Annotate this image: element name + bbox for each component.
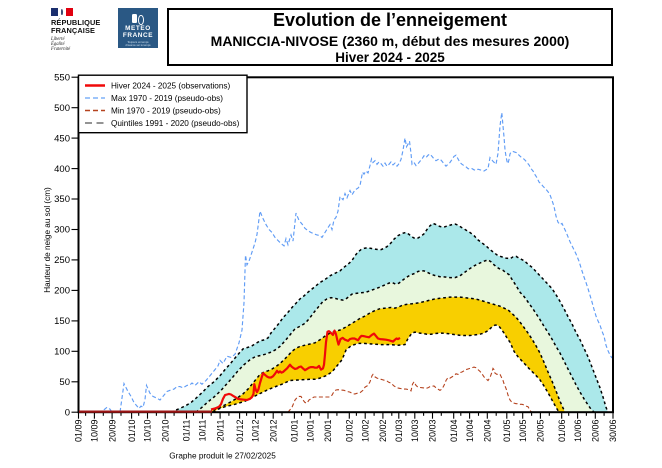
svg-text:10/04: 10/04 [465,420,475,443]
svg-text:10/03: 10/03 [410,420,420,443]
svg-text:200: 200 [54,286,70,297]
svg-text:01/01: 01/01 [290,420,300,443]
svg-text:01/12: 01/12 [235,420,245,443]
svg-text:01/05: 01/05 [502,420,512,443]
svg-text:20/12: 20/12 [268,420,278,443]
svg-text:10/11: 10/11 [198,420,208,442]
svg-text:20/06: 20/06 [591,420,601,443]
svg-text:10/06: 10/06 [573,420,583,443]
svg-text:450: 450 [54,133,70,144]
svg-text:550: 550 [54,72,70,83]
svg-text:50: 50 [59,377,70,388]
svg-text:350: 350 [54,194,70,205]
svg-text:10/10: 10/10 [143,420,153,443]
svg-text:30/06: 30/06 [608,420,618,443]
svg-text:10/02: 10/02 [360,420,370,443]
svg-text:400: 400 [54,164,70,175]
svg-text:250: 250 [54,255,70,266]
svg-text:20/02: 20/02 [378,420,388,443]
svg-text:10/05: 10/05 [518,420,528,443]
svg-text:20/01: 20/01 [323,420,333,443]
svg-text:0: 0 [65,407,70,418]
svg-text:01/03: 01/03 [394,420,404,443]
svg-text:10/09: 10/09 [90,420,100,443]
svg-text:20/09: 20/09 [107,420,117,443]
svg-text:300: 300 [54,225,70,236]
svg-text:01/02: 01/02 [345,420,355,443]
svg-text:01/09: 01/09 [74,420,84,443]
svg-text:Graphe produit le 27/02/2025: Graphe produit le 27/02/2025 [169,452,276,461]
svg-text:10/01: 10/01 [306,420,316,443]
svg-text:01/11: 01/11 [182,420,192,442]
svg-text:Max 1970 - 2019 (pseudo-obs): Max 1970 - 2019 (pseudo-obs) [111,94,223,103]
svg-text:20/04: 20/04 [483,420,493,443]
svg-text:01/06: 01/06 [557,420,567,443]
svg-text:500: 500 [54,103,70,114]
svg-text:Quintiles 1991 - 2020 (pseudo-: Quintiles 1991 - 2020 (pseudo-obs) [111,119,240,128]
svg-text:Min 1970 - 2019 (pseudo-obs): Min 1970 - 2019 (pseudo-obs) [111,106,221,115]
svg-text:01/04: 01/04 [449,420,459,443]
svg-text:150: 150 [54,316,70,327]
svg-text:100: 100 [54,347,70,358]
svg-text:01/10: 01/10 [127,420,137,443]
svg-text:20/11: 20/11 [215,420,225,442]
svg-text:Hauteur de neige au sol (cm): Hauteur de neige au sol (cm) [43,187,52,293]
svg-text:20/03: 20/03 [428,420,438,443]
svg-text:10/12: 10/12 [251,420,261,443]
svg-text:20/10: 20/10 [160,420,170,443]
svg-text:Hiver 2024 - 2025 (observation: Hiver 2024 - 2025 (observations) [111,81,231,90]
svg-text:20/05: 20/05 [536,420,546,443]
